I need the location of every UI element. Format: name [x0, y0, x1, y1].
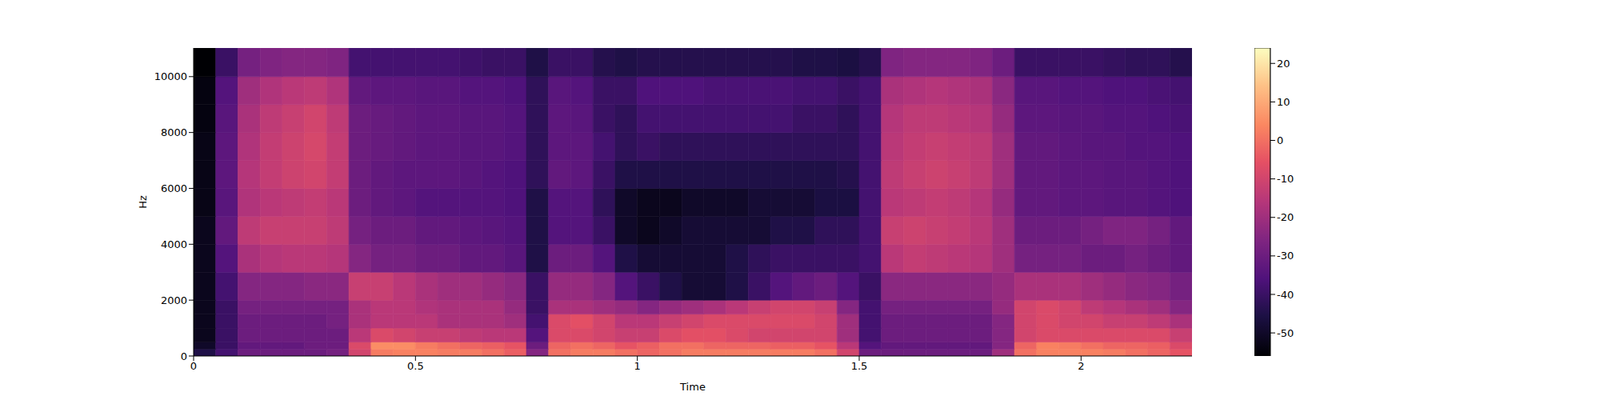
svg-text:-10: -10 — [1276, 172, 1294, 185]
svg-text:6000: 6000 — [160, 182, 188, 195]
svg-text:-40: -40 — [1276, 288, 1294, 301]
svg-text:8000: 8000 — [160, 126, 188, 139]
svg-text:20: 20 — [1276, 57, 1291, 70]
svg-text:1.5: 1.5 — [851, 360, 868, 372]
svg-text:Time: Time — [679, 380, 706, 393]
svg-text:10: 10 — [1276, 96, 1291, 108]
svg-text:0: 0 — [190, 360, 197, 372]
svg-text:-20: -20 — [1276, 211, 1294, 224]
svg-text:Hz: Hz — [136, 195, 149, 209]
svg-text:1: 1 — [634, 360, 641, 372]
svg-text:-50: -50 — [1276, 327, 1294, 340]
svg-text:10000: 10000 — [154, 70, 188, 83]
svg-text:0: 0 — [1276, 134, 1284, 147]
svg-text:2: 2 — [1077, 360, 1084, 372]
svg-text:-30: -30 — [1276, 249, 1294, 262]
svg-text:0: 0 — [180, 350, 188, 363]
svg-text:0.5: 0.5 — [407, 360, 424, 372]
svg-text:2000: 2000 — [160, 294, 188, 307]
svg-text:4000: 4000 — [160, 238, 188, 251]
